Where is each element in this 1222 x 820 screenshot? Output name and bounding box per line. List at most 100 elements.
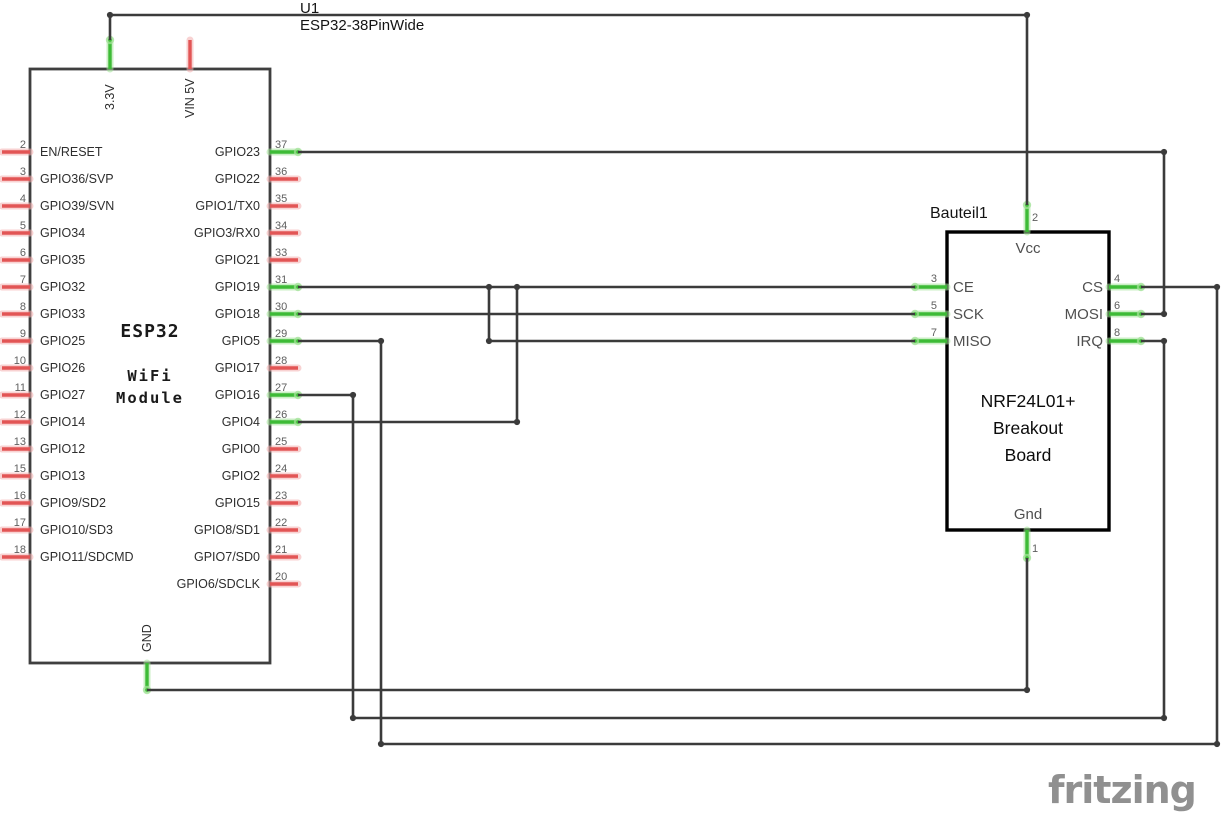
esp32-pin-gpio25-number: 9	[20, 328, 26, 340]
esp32-pin-gpio7-sd0-label: GPIO7/SD0	[194, 550, 260, 564]
esp32-pin-gpio15-label: GPIO15	[215, 496, 260, 510]
esp32-pin-gpio1-tx0-label: GPIO1/TX0	[195, 199, 260, 213]
esp32-pin-gpio9-sd2-label: GPIO9/SD2	[40, 496, 106, 510]
esp32-pin-gpio14-label: GPIO14	[40, 415, 85, 429]
esp32-pin-gpio4-number: 26	[275, 409, 287, 421]
nrf-pin-irq-number: 8	[1114, 327, 1120, 339]
esp32-pin-gpio36-svp-label: GPIO36/SVP	[40, 172, 114, 186]
nrf-pin-sck-number: 5	[931, 300, 937, 312]
wire-junction-dot	[106, 11, 114, 19]
esp32-pin-gpio16-number: 27	[275, 382, 287, 394]
nrf-pin-cs-number: 4	[1114, 273, 1120, 285]
wire-junction-dot	[513, 418, 521, 426]
esp32-pin-gpio32-label: GPIO32	[40, 280, 85, 294]
nrf-vcc-label: Vcc	[1015, 240, 1041, 257]
wire-gpio16-irq[interactable]	[298, 339, 1166, 720]
esp32-pin-vin-5v-label: VIN 5V	[183, 78, 197, 118]
esp32-designator: U1	[300, 0, 320, 17]
wire-junction-dot	[513, 283, 521, 291]
nrf-pin-cs-label: CS	[1082, 279, 1103, 296]
wire-junction-dot	[377, 740, 385, 748]
esp32-pin-gpio9-sd2-number: 16	[14, 490, 26, 502]
wire-gpio23-mosi[interactable]	[298, 150, 1166, 316]
wire-junction-dot	[349, 714, 357, 722]
esp32-pin-gpio33-label: GPIO33	[40, 307, 85, 321]
esp32-pin-gpio21-label: GPIO21	[215, 253, 260, 267]
wire-gpio5-cs[interactable]	[298, 285, 1219, 746]
fritzing-logo: fritzing	[1048, 768, 1197, 812]
esp32-pin-gpio11-sdcmd-label: GPIO11/SDCMD	[40, 550, 134, 564]
nrf-pin-mosi-label: MOSI	[1065, 306, 1103, 323]
esp32-pin-gpio23-number: 37	[275, 139, 287, 151]
esp32-pin-3-3v-label: 3.3V	[103, 84, 117, 110]
wire-junction-dot	[1023, 686, 1031, 694]
esp32-pin-gpio32-number: 7	[20, 274, 26, 286]
esp32-body[interactable]	[28, 67, 272, 665]
nrf-pin-irq-label: IRQ	[1076, 333, 1103, 350]
esp32-pin-gnd-label: GND	[140, 624, 154, 652]
esp32-pin-gpio2-number: 24	[275, 463, 287, 475]
esp32-pin-gpio12-number: 13	[14, 436, 26, 448]
esp32-pin-gpio10-sd3-number: 17	[14, 517, 26, 529]
nrf-designator: Bauteil1	[930, 205, 988, 222]
esp32-pin-gpio34-label: GPIO34	[40, 226, 85, 240]
esp32-pin-gpio17-number: 28	[275, 355, 287, 367]
esp32-pin-gpio16-label: GPIO16	[215, 388, 260, 402]
esp32-pin-gpio4-label: GPIO4	[222, 415, 260, 429]
esp32-pin-gpio6-sdclk-label: GPIO6/SDCLK	[177, 577, 261, 591]
esp32-pin-gpio5-number: 29	[275, 328, 287, 340]
esp32-pin-gpio19-number: 31	[275, 274, 287, 286]
esp32-pin-gpio25-label: GPIO25	[40, 334, 85, 348]
esp32-pin-gpio27-number: 11	[15, 382, 26, 394]
esp32-pin-gpio19-label: GPIO19	[215, 280, 260, 294]
wire-junction-dot	[1160, 714, 1168, 722]
esp32-pin-gpio6-sdclk-number: 20	[275, 571, 287, 583]
esp32-pin-gpio35-number: 6	[20, 247, 26, 259]
esp32-pin-gpio0-number: 25	[275, 436, 287, 448]
esp32-pin-en-reset-number: 2	[20, 139, 26, 151]
esp32-pin-gpio3-rx0-label: GPIO3/RX0	[194, 226, 260, 240]
esp32-pin-gpio23-label: GPIO23	[215, 145, 260, 159]
esp32-pin-gpio21-number: 33	[275, 247, 287, 259]
esp32-pin-gpio5-label: GPIO5	[222, 334, 260, 348]
esp32-pin-gpio3-rx0-number: 34	[275, 220, 287, 232]
esp32-pin-gpio1-tx0-number: 35	[275, 193, 287, 205]
wire-junction-dot	[485, 283, 493, 291]
nrf-part-name-line3: Board	[1004, 445, 1052, 465]
esp32-pin-gpio0-label: GPIO0	[222, 442, 260, 456]
wire-junction-dot	[1213, 283, 1221, 291]
nrf-pin-sck-label: SCK	[953, 306, 984, 323]
esp32-pin-gpio36-svp-number: 3	[20, 166, 26, 178]
esp32-pin-gpio26-number: 10	[14, 355, 26, 367]
esp32-chip-subtitle-2: Module	[116, 389, 184, 407]
esp32-pin-gpio27-label: GPIO27	[40, 388, 85, 402]
wire-junction-dot	[377, 337, 385, 345]
esp32-pin-gpio15-number: 23	[275, 490, 287, 502]
wire-junction-gpio4[interactable]	[298, 287, 519, 424]
esp32-pin-gpio35-label: GPIO35	[40, 253, 85, 267]
esp32-pin-gpio26-label: GPIO26	[40, 361, 85, 375]
esp32-pin-gpio2-label: GPIO2	[222, 469, 260, 483]
nrf-pin-ce-number: 3	[931, 273, 937, 285]
nrf-body[interactable]	[945, 230, 1111, 532]
esp32-pin-gpio12-label: GPIO12	[40, 442, 85, 456]
esp32-pin-gpio10-sd3-label: GPIO10/SD3	[40, 523, 113, 537]
wire-junction-dot	[1213, 740, 1221, 748]
esp32-pin-gpio34-number: 5	[20, 220, 26, 232]
esp32-pin-gpio17-label: GPIO17	[215, 361, 260, 375]
nrf-pin-gnd-number: 1	[1032, 543, 1038, 555]
nrf-part-name: NRF24L01+ Breakout Board	[947, 388, 1109, 469]
esp32-pin-gpio18-label: GPIO18	[215, 307, 260, 321]
esp32-pin-gpio22-number: 36	[275, 166, 287, 178]
nrf-pin-mosi-number: 6	[1114, 300, 1120, 312]
wire-junction-dot	[485, 337, 493, 345]
nrf-part-name-line2: Breakout	[992, 418, 1064, 438]
esp32-pin-en-reset-label: EN/RESET	[40, 145, 103, 159]
nrf-part-name-line1: NRF24L01+	[980, 391, 1076, 411]
esp32-pin-gpio33-number: 8	[20, 301, 26, 313]
wire-junction-dot	[1160, 148, 1168, 156]
esp32-pin-gpio13-label: GPIO13	[40, 469, 85, 483]
wire-3v3-vcc[interactable]	[108, 13, 1029, 205]
